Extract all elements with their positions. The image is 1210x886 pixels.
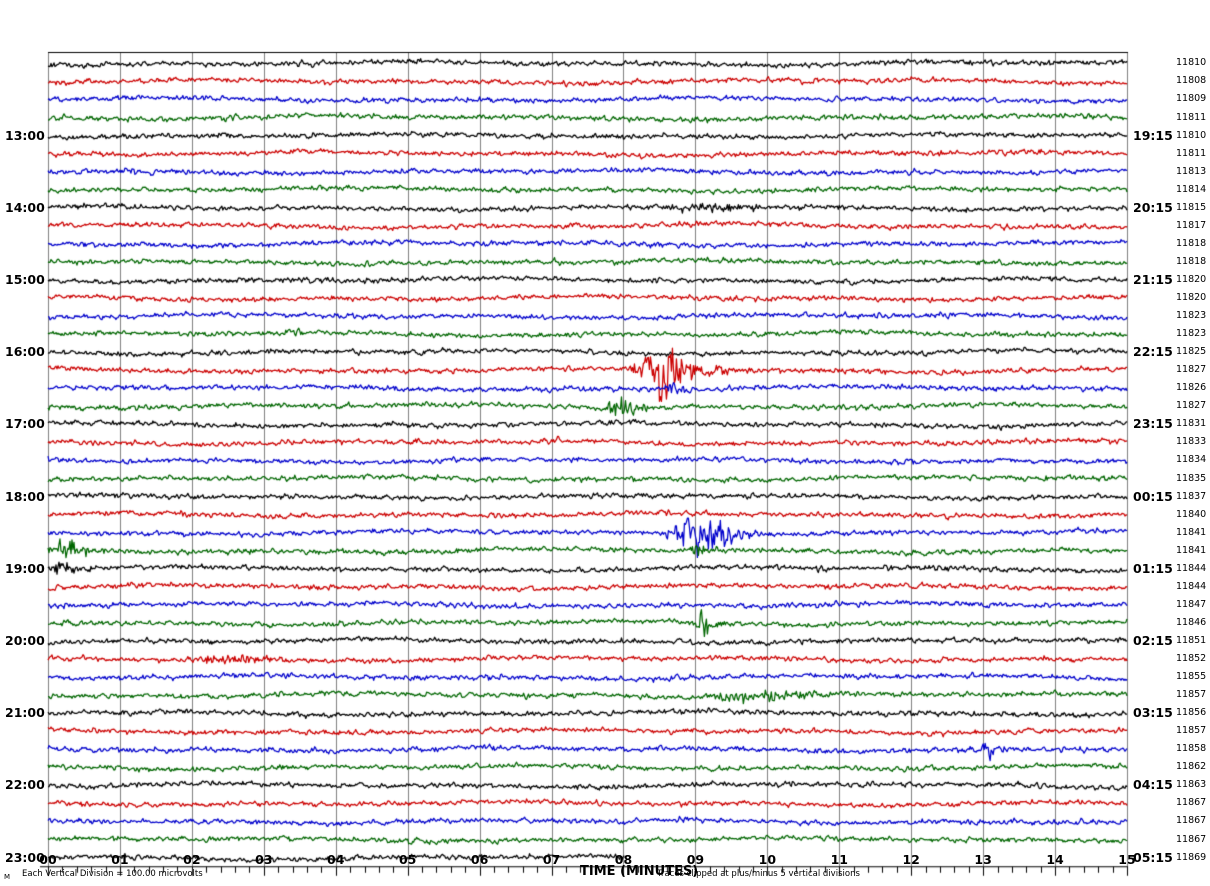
- dc-value-label: 11841: [1176, 544, 1207, 556]
- x-tick-label: 14: [1046, 852, 1064, 867]
- dc-value-label: 11818: [1176, 255, 1207, 267]
- dc-value-label: 11815: [1176, 201, 1207, 213]
- dc-value-label: 11841: [1176, 526, 1207, 538]
- vertical-scale-note: Each Vertical Division = 100.00 microvol…: [22, 869, 203, 879]
- dc-value-label: 11844: [1176, 562, 1207, 574]
- dc-value-label: 11858: [1176, 743, 1207, 755]
- x-tick-label: 04: [327, 852, 345, 867]
- clipping-note: Traces clipped at plus/minus 5 vertical …: [657, 869, 860, 879]
- dc-value-label: 11813: [1176, 165, 1207, 177]
- dc-value-label: 11810: [1176, 129, 1207, 141]
- utc-time-label: 01:15: [1133, 560, 1173, 576]
- utc-time-label: 23:15: [1133, 416, 1173, 432]
- dc-value-label: 11827: [1176, 400, 1207, 412]
- utc-time-label: 03:15: [1133, 705, 1173, 721]
- dc-value-label: 11835: [1176, 472, 1207, 484]
- scale-unit-prefix: M: [4, 873, 11, 881]
- dc-value-label: 11811: [1176, 111, 1207, 123]
- dc-value-label: 11862: [1176, 761, 1207, 773]
- dc-value-label: 11808: [1176, 75, 1207, 87]
- x-tick-label: 01: [111, 852, 129, 867]
- dc-value-label: 11837: [1176, 490, 1207, 502]
- utc-time-label: 00:15: [1133, 488, 1173, 504]
- x-tick-label: 08: [614, 852, 633, 867]
- x-tick-label: 10: [758, 852, 777, 867]
- dc-value-label: 11823: [1176, 310, 1207, 322]
- dc-value-label: 11818: [1176, 237, 1207, 249]
- dc-value-label: 11827: [1176, 364, 1207, 376]
- cst-time-label: 22:00: [5, 777, 45, 793]
- dc-value-label: 11820: [1176, 292, 1207, 304]
- cst-time-label: 13:00: [5, 127, 45, 143]
- dc-value-label: 11814: [1176, 183, 1207, 195]
- dc-value-label: 11851: [1176, 634, 1207, 646]
- utc-time-label: 04:15: [1133, 777, 1173, 793]
- x-tick-label: 11: [830, 852, 848, 867]
- dc-value-label: 11846: [1176, 616, 1207, 628]
- dc-value-label: 11831: [1176, 418, 1207, 430]
- dc-value-label: 11809: [1176, 93, 1207, 105]
- x-tick-label: 13: [974, 852, 992, 867]
- cst-time-label: 17:00: [5, 416, 45, 432]
- dc-value-label: 11840: [1176, 508, 1207, 520]
- cst-time-label: 23:00: [5, 849, 45, 865]
- x-tick-label: 12: [902, 852, 920, 867]
- dc-value-label: 11834: [1176, 454, 1207, 466]
- x-tick-label: 09: [686, 852, 705, 867]
- cst-time-label: 20:00: [5, 632, 45, 648]
- cst-time-label: 19:00: [5, 560, 45, 576]
- utc-time-label: 05:15: [1133, 849, 1173, 865]
- dc-value-label: 11844: [1176, 580, 1207, 592]
- x-tick-label: 00: [39, 852, 57, 867]
- dc-value-label: 11857: [1176, 689, 1207, 701]
- dc-value-label: 11867: [1176, 815, 1207, 827]
- dc-value-label: 11867: [1176, 797, 1207, 809]
- cst-time-label: 18:00: [5, 488, 45, 504]
- dc-value-label: 11855: [1176, 671, 1207, 683]
- x-tick-label: 06: [470, 852, 489, 867]
- x-axis-title: TIME (MINUTES): [580, 864, 699, 879]
- dc-value-label: 11825: [1176, 346, 1207, 358]
- x-tick-label: 02: [183, 852, 201, 867]
- dc-value-label: 11817: [1176, 219, 1207, 231]
- x-tick-label: 05: [398, 852, 417, 867]
- utc-time-label: 20:15: [1133, 199, 1173, 215]
- cst-time-label: 15:00: [5, 271, 45, 287]
- dc-value-label: 11857: [1176, 725, 1207, 737]
- cst-time-label: 14:00: [5, 199, 45, 215]
- dc-value-label: 11811: [1176, 147, 1207, 159]
- utc-time-label: 21:15: [1133, 271, 1173, 287]
- dc-value-label: 11823: [1176, 328, 1207, 340]
- dc-value-label: 11833: [1176, 436, 1207, 448]
- utc-time-label: 19:15: [1133, 127, 1173, 143]
- dc-value-label: 11810: [1176, 57, 1207, 69]
- dc-value-label: 11852: [1176, 653, 1207, 665]
- dc-value-label: 11820: [1176, 273, 1207, 285]
- utc-time-label: 02:15: [1133, 632, 1173, 648]
- cst-time-label: 21:00: [5, 705, 45, 721]
- x-tick-label: 15: [1118, 852, 1136, 867]
- dc-value-label: 11826: [1176, 382, 1207, 394]
- dc-value-label: 11847: [1176, 598, 1207, 610]
- dc-value-label: 11863: [1176, 779, 1207, 791]
- utc-time-label: 22:15: [1133, 344, 1173, 360]
- x-tick-label: 07: [542, 852, 561, 867]
- x-tick-label: 03: [255, 852, 273, 867]
- dc-value-label: 11867: [1176, 833, 1207, 845]
- dc-value-label: 11856: [1176, 707, 1207, 719]
- cst-time-label: 16:00: [5, 344, 45, 360]
- dc-value-label: 11869: [1176, 851, 1207, 863]
